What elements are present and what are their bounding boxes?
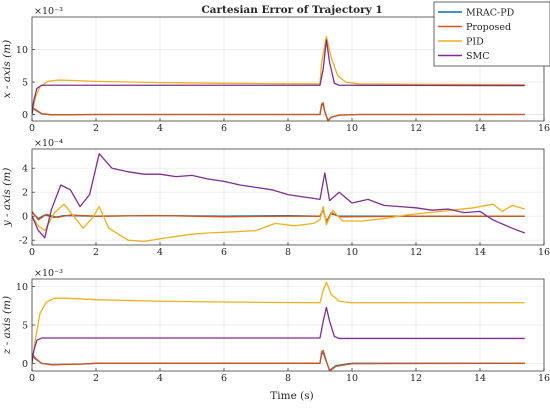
x-tick-label: 8	[285, 373, 291, 384]
x-tick-label: 2	[93, 123, 99, 134]
x-tick-label: 4	[157, 247, 163, 258]
x-axis-label: Time (s)	[270, 390, 313, 402]
y-tick-label: 10	[16, 282, 28, 293]
axes-box	[31, 278, 545, 372]
x-tick-label: 8	[285, 123, 291, 134]
x-tick-label: 12	[410, 373, 422, 384]
y-axis-label: x - axis (m)	[1, 40, 13, 99]
x-tick-label: 0	[29, 247, 35, 258]
x-tick-label: 10	[346, 123, 358, 134]
x-tick-label: 12	[410, 123, 422, 134]
x-tick-label: 14	[474, 373, 486, 384]
x-tick-label: 6	[221, 247, 227, 258]
x-tick-label: 14	[474, 247, 486, 258]
series-line-proposed	[32, 349, 525, 371]
y-tick-label: 4	[22, 164, 28, 175]
y-tick-label: 0	[22, 359, 28, 370]
series-line-pid	[32, 281, 525, 364]
legend: MRAC-PD Proposed PID SMC	[433, 1, 550, 67]
y-tick-label: 10	[16, 45, 28, 56]
legend-entry-mrac-pd: MRAC-PD	[466, 8, 515, 19]
y-tick-label: 2	[22, 188, 28, 199]
x-tick-label: 16	[538, 123, 550, 134]
y-tick-label: 5	[22, 321, 28, 332]
legend-entry-smc: SMC	[466, 51, 490, 62]
x-tick-label: 4	[157, 373, 163, 384]
x-tick-label: 2	[93, 373, 99, 384]
x-tick-label: 16	[538, 373, 550, 384]
series-line-pid	[32, 35, 525, 115]
y-tick-label: 0	[22, 212, 28, 223]
series-line-smc	[32, 306, 525, 364]
legend-entry-pid: PID	[466, 37, 484, 48]
chart-title: Cartesian Error of Trajectory 1	[201, 4, 382, 16]
axes-box	[31, 16, 545, 122]
x-tick-label: 10	[346, 373, 358, 384]
axes-box	[31, 148, 545, 246]
series-line-proposed	[32, 102, 525, 121]
subplot-3: 0 2 4 6 8 10 12 14 16 0 5 10 ×10⁻³ z - axis (m)	[1, 268, 550, 384]
series-line-smc	[32, 39, 525, 115]
y-tick-label: 0	[22, 110, 28, 121]
x-tick-label: 10	[346, 247, 358, 258]
y-axis-label: y - axis (m)	[1, 168, 13, 228]
y-tick-label: -2	[19, 236, 28, 247]
x-tick-label: 6	[221, 373, 227, 384]
y-exponent-label: ×10⁻⁴	[34, 138, 63, 149]
y-axis-label: z - axis (m)	[1, 296, 13, 355]
legend-entry-proposed: Proposed	[466, 22, 511, 33]
series-line-smc	[32, 153, 526, 239]
x-tick-label: 2	[93, 247, 99, 258]
x-tick-label: 8	[285, 247, 291, 258]
y-exponent-label: ×10⁻³	[34, 268, 63, 279]
x-tick-label: 6	[221, 123, 227, 134]
y-exponent-label: ×10⁻³	[34, 6, 63, 17]
x-tick-label: 0	[29, 373, 35, 384]
series-line-pid	[32, 203, 525, 243]
x-tick-label: 14	[474, 123, 486, 134]
x-tick-label: 12	[410, 247, 422, 258]
x-tick-label: 4	[157, 123, 163, 134]
y-tick-label: 5	[22, 78, 28, 89]
x-tick-label: 0	[29, 123, 35, 134]
x-tick-label: 16	[538, 247, 550, 258]
